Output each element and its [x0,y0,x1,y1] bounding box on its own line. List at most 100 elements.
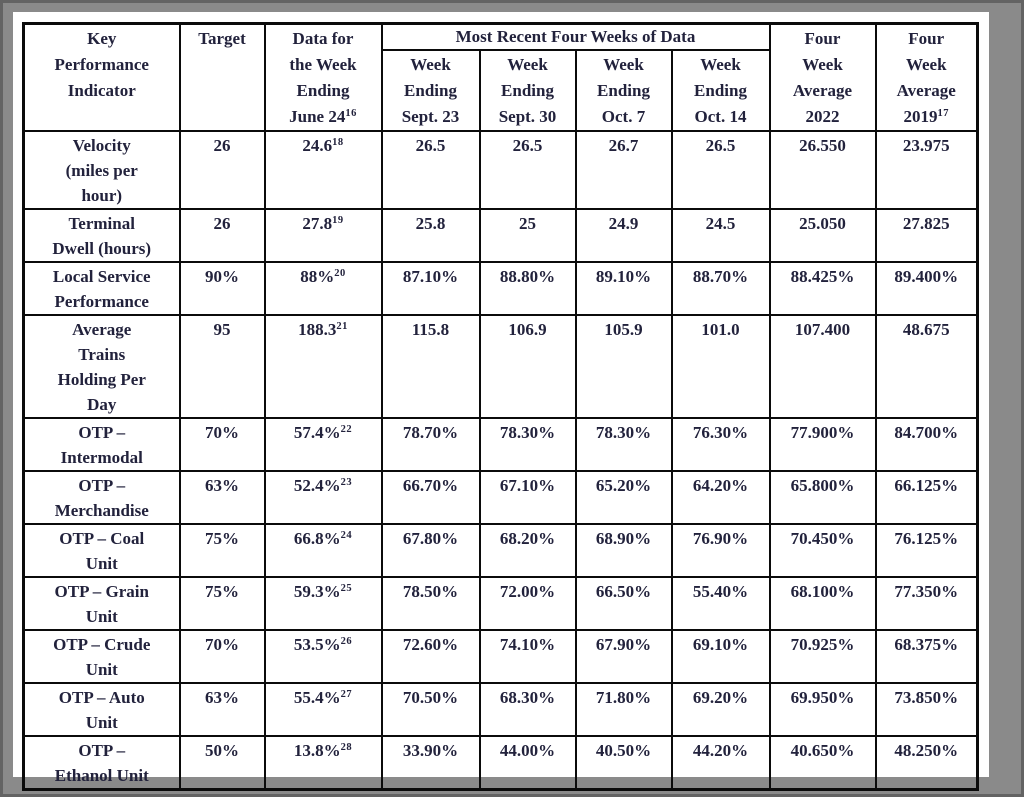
header-week-oct-7: Week Ending Oct. 7 [574,49,673,132]
avg-2019-cell: 48.250% [874,735,979,791]
week-3-cell: 44.20% [670,735,771,791]
june-week-cell-text: 57.4% [293,423,341,442]
week-2-cell-text: 24.9 [608,214,639,233]
week-1-cell: 26.5 [478,130,577,210]
week-1-cell: 44.00% [478,735,577,791]
avg-2019-cell-text: 89.400% [894,267,959,286]
week-1-cell-text: 44.00% [499,741,556,760]
june-week-cell: 13.8%28 [263,735,383,791]
week-3-cell: 101.0 [670,314,771,419]
footnote-ref-28: 28 [340,742,353,753]
avg-2022-cell-text: 107.400 [794,320,851,339]
week-3-cell-text: 24.5 [705,214,736,233]
june-week-cell-text: 52.4% [293,476,341,495]
avg-2019-cell: 48.675 [874,314,979,419]
kpi-cell: Local Service Performance [22,261,181,316]
footnote-ref-16: 16 [345,108,357,119]
footnote-ref-19: 19 [332,215,344,226]
avg-2022-cell: 25.050 [768,208,877,263]
table-row: OTP – Grain Unit 75% 59.3%25 78.50% 72.00% 66… [22,576,979,631]
week-1-cell: 72.00% [478,576,577,631]
target-cell: 95 [178,314,266,419]
avg-2019-cell: 27.825 [874,208,979,263]
june-week-cell: 66.8%24 [263,523,383,578]
week-3-cell: 64.20% [670,470,771,525]
june-week-cell: 59.3%25 [263,576,383,631]
avg-2022-cell-text: 25.050 [799,214,846,233]
kpi-cell: Average Trains Holding Per Day [22,314,181,419]
week-1-cell: 25 [478,208,577,263]
week-1-cell-text: 25 [519,214,536,233]
week-2-cell: 78.30% [574,417,673,472]
week-1-cell-text: 88.80% [499,267,556,286]
week-0-cell-text: 72.60% [402,635,459,654]
week-0-cell: 26.5 [380,130,481,210]
target-cell-text: 75% [205,529,239,548]
avg-2022-cell-text: 88.425% [790,267,855,286]
kpi-cell-text: OTP – Grain Unit [54,582,149,626]
header-june-week: Data for the Week Ending June 2416 [263,22,383,132]
target-cell: 26 [178,208,266,263]
kpi-cell: OTP – Auto Unit [22,682,181,737]
june-week-cell-text: 59.3% [293,582,341,601]
week-2-cell: 66.50% [574,576,673,631]
week-2-cell-text: 105.9 [604,320,643,339]
avg-2022-cell-text: 68.100% [790,582,855,601]
week-1-cell-text: 78.30% [499,423,556,442]
kpi-cell: Terminal Dwell (hours) [22,208,181,263]
avg-2019-cell: 68.375% [874,629,979,684]
week-0-cell: 115.8 [380,314,481,419]
avg-2022-cell-text: 70.450% [790,529,855,548]
document-page: Key Performance Indicator Target Data fo… [13,12,989,791]
june-week-cell: 55.4%27 [263,682,383,737]
avg-2019-cell-text: 84.700% [894,423,959,442]
target-cell-text: 63% [205,688,239,707]
target-cell: 90% [178,261,266,316]
table-row: Local Service Performance 90% 88%20 87.10% 8… [22,261,979,316]
table-row: Terminal Dwell (hours) 26 27.819 25.8 25 24.9… [22,208,979,263]
week-0-cell: 78.50% [380,576,481,631]
target-cell-text: 75% [205,582,239,601]
avg-2019-cell-text: 76.125% [894,529,959,548]
week-0-cell: 70.50% [380,682,481,737]
week-1-cell: 68.30% [478,682,577,737]
june-week-cell: 53.5%26 [263,629,383,684]
header-avg-2019-text: Four Week Average 2019 [896,29,956,126]
week-2-cell: 26.7 [574,130,673,210]
week-3-cell-text: 64.20% [692,476,749,495]
kpi-cell-text: Local Service Performance [52,267,151,311]
avg-2022-cell: 70.925% [768,629,877,684]
header-week-oct-14: Week Ending Oct. 14 [670,49,771,132]
kpi-cell: OTP – Intermodal [22,417,181,472]
week-3-cell-text: 69.10% [692,635,749,654]
june-week-cell-text: 27.8 [302,214,333,233]
avg-2022-cell-text: 26.550 [799,136,846,155]
header-june-week-text: Data for the Week Ending June 24 [289,29,357,126]
target-cell: 63% [178,682,266,737]
avg-2019-cell-text: 68.375% [894,635,959,654]
kpi-cell: OTP – Merchandise [22,470,181,525]
week-3-cell: 76.90% [670,523,771,578]
june-week-cell-text: 55.4% [293,688,341,707]
avg-2019-cell: 73.850% [874,682,979,737]
footnote-ref-27: 27 [340,689,353,700]
week-2-cell-text: 67.90% [595,635,652,654]
week-2-cell: 65.20% [574,470,673,525]
kpi-cell-text: Terminal Dwell (hours) [52,214,152,258]
week-2-cell-text: 65.20% [595,476,652,495]
kpi-cell: Velocity (miles per hour) [22,130,181,210]
avg-2019-cell: 23.975 [874,130,979,210]
target-cell: 63% [178,470,266,525]
june-week-cell: 57.4%22 [263,417,383,472]
week-3-cell-text: 26.5 [705,136,736,155]
week-0-cell-text: 78.50% [402,582,459,601]
week-3-cell: 69.10% [670,629,771,684]
week-1-cell-text: 68.30% [499,688,556,707]
week-2-cell: 71.80% [574,682,673,737]
target-cell-text: 63% [205,476,239,495]
week-0-cell: 87.10% [380,261,481,316]
june-week-cell-text: 188.3 [298,320,337,339]
week-3-cell: 76.30% [670,417,771,472]
avg-2019-cell: 76.125% [874,523,979,578]
week-0-cell: 78.70% [380,417,481,472]
